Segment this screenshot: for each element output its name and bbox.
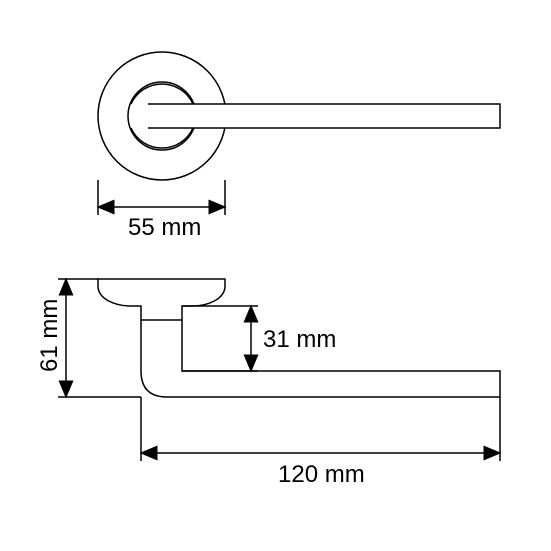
technical-drawing: 55 mm 31 mm 61 mm 120 mm	[0, 0, 551, 551]
rose-side-profile	[98, 279, 225, 320]
top-view: 55 mm	[98, 52, 500, 241]
dim-neck-height-label: 31 mm	[263, 326, 336, 353]
side-view: 31 mm 61 mm 120 mm	[36, 279, 500, 488]
dim-lever-length-label: 120 mm	[278, 461, 365, 488]
dim-total-height-label: 61 mm	[36, 299, 63, 372]
lever-top-outline	[148, 104, 500, 128]
dim-rose-diameter-label: 55 mm	[128, 214, 201, 241]
